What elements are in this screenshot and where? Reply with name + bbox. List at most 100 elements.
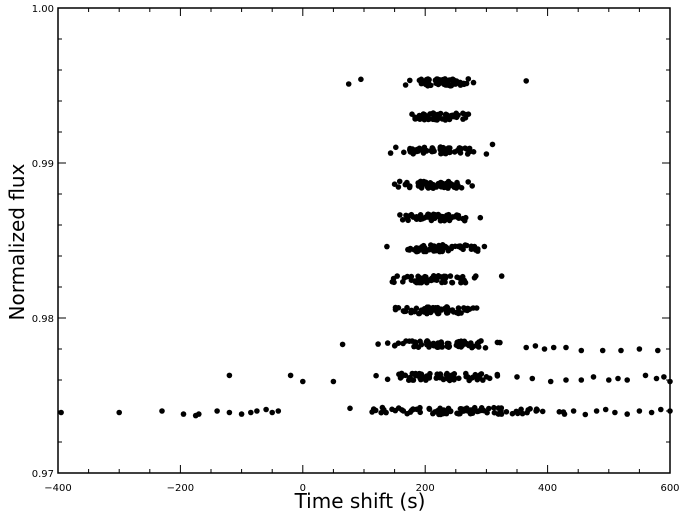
data-point [456, 375, 462, 382]
data-point [590, 374, 597, 380]
data-point [395, 184, 402, 190]
data-point [451, 371, 458, 377]
data-point [419, 147, 426, 154]
data-point [462, 115, 469, 121]
data-point [642, 372, 649, 379]
data-point [404, 273, 411, 280]
x-tick-label: 600 [660, 483, 679, 494]
data-point [474, 248, 481, 254]
data-point [494, 371, 501, 378]
data-point [469, 407, 476, 413]
data-point [470, 79, 477, 86]
data-point [418, 307, 425, 314]
data-point [456, 275, 463, 281]
data-point [436, 213, 443, 219]
data-point [523, 344, 529, 351]
data-point [444, 374, 451, 381]
data-point [384, 243, 390, 250]
data-point [358, 76, 364, 83]
x-tick-label: 400 [538, 483, 557, 494]
data-point [475, 344, 482, 350]
data-point [438, 274, 444, 280]
data-point [453, 78, 460, 84]
data-point [533, 408, 539, 414]
x-axis-label: Time shift (s) [294, 489, 426, 513]
data-point [428, 276, 434, 283]
data-point [345, 81, 352, 87]
data-point [615, 375, 621, 382]
data-point [624, 377, 630, 383]
data-point [379, 404, 386, 411]
data-point [560, 409, 567, 415]
data-point [159, 408, 165, 414]
data-point [453, 112, 460, 118]
data-point [455, 305, 462, 311]
data-point [407, 183, 413, 189]
data-point [387, 150, 394, 156]
data-point [469, 375, 475, 381]
data-point [238, 411, 245, 417]
data-point [408, 277, 415, 284]
data-point [372, 407, 379, 414]
x-tick-label: 200 [416, 483, 435, 494]
data-point [486, 405, 492, 412]
data-point [423, 76, 430, 83]
data-point [481, 243, 488, 250]
data-point [416, 247, 422, 254]
data-point [460, 80, 467, 87]
data-point [413, 214, 420, 220]
data-point [449, 243, 455, 250]
data-point [411, 247, 418, 253]
data-point [428, 180, 434, 187]
data-point [602, 406, 609, 413]
data-point [443, 309, 450, 316]
data-point [582, 411, 589, 418]
data-point [445, 405, 452, 412]
data-point [541, 346, 548, 352]
data-point [455, 243, 462, 250]
data-point [661, 374, 667, 380]
data-point [484, 409, 490, 416]
data-point [180, 411, 187, 417]
data-point [442, 112, 449, 118]
data-point [518, 406, 524, 413]
data-point [263, 406, 269, 413]
data-point [403, 212, 409, 219]
data-point [455, 411, 462, 417]
data-point [405, 217, 411, 224]
data-point [653, 375, 660, 382]
data-point [389, 406, 395, 413]
data-point [464, 151, 471, 157]
data-point [439, 116, 446, 122]
data-point [116, 409, 122, 416]
data-point [226, 409, 233, 416]
data-point [503, 409, 510, 415]
data-point [412, 339, 419, 345]
data-point [498, 411, 505, 417]
data-point [449, 279, 455, 286]
data-point [418, 76, 425, 83]
data-point [287, 372, 294, 379]
data-point [428, 308, 435, 315]
data-point [458, 185, 465, 191]
data-point [519, 410, 526, 417]
data-point [612, 409, 618, 416]
data-point [465, 76, 472, 82]
data-point [462, 279, 469, 286]
data-point [443, 180, 449, 187]
data-point [426, 406, 433, 413]
data-point [468, 243, 475, 250]
data-point [424, 338, 431, 344]
data-point [415, 148, 421, 154]
data-point [483, 374, 490, 380]
data-point [435, 180, 442, 187]
data-point [373, 372, 379, 379]
data-point [437, 144, 444, 151]
data-point [466, 306, 473, 313]
data-point [509, 410, 516, 417]
data-point [418, 371, 425, 378]
data-point [300, 378, 306, 385]
data-point [444, 304, 451, 311]
data-point [434, 117, 440, 123]
